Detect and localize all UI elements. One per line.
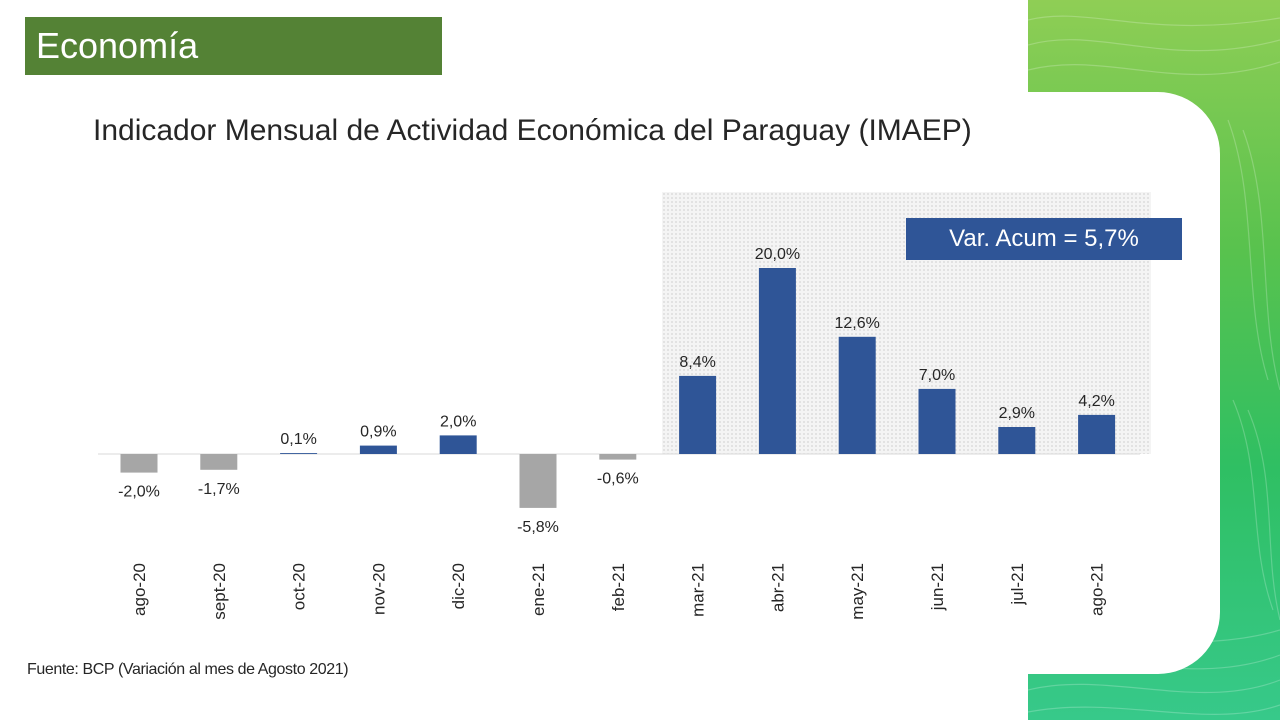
cumulative-variation-label: Var. Acum = 5,7% <box>949 225 1139 252</box>
data-label-nov-20: 0,9% <box>360 424 396 441</box>
data-label-ene-21: -5,8% <box>517 519 559 536</box>
x-tick-label-ene-21: ene-21 <box>529 563 548 616</box>
data-label-feb-21: -0,6% <box>597 471 639 488</box>
bar-nov-20 <box>359 445 397 454</box>
bar-feb-21 <box>599 454 637 460</box>
bar-ago-20 <box>120 454 158 473</box>
x-tick-label-feb-21: feb-21 <box>609 563 628 611</box>
data-label-ago-20: -2,0% <box>118 484 160 501</box>
bar-jul-21 <box>998 427 1036 454</box>
x-tick-label-oct-20: oct-20 <box>290 563 309 610</box>
x-tick-label-may-21: may-21 <box>848 563 867 620</box>
bar-jun-21 <box>918 388 956 454</box>
bar-may-21 <box>838 336 876 454</box>
x-tick-label-nov-20: nov-20 <box>369 563 388 615</box>
data-label-may-21: 12,6% <box>835 315 880 332</box>
data-label-mar-21: 8,4% <box>679 354 715 371</box>
bar-sept-20 <box>200 454 238 470</box>
x-tick-label-ago-20: ago-20 <box>130 563 149 616</box>
x-tick-label-ago-21: ago-21 <box>1088 563 1107 616</box>
bar-ene-21 <box>519 454 557 508</box>
x-tick-label-mar-21: mar-21 <box>689 563 708 617</box>
section-label: Economía <box>36 25 199 66</box>
data-label-sept-20: -1,7% <box>198 481 240 498</box>
source-note: Fuente: BCP (Variación al mes de Agosto … <box>27 661 349 678</box>
cumulative-variation-badge: Var. Acum = 5,7% <box>906 218 1182 260</box>
bar-ago-21 <box>1078 414 1116 454</box>
bar-mar-21 <box>679 375 717 454</box>
x-tick-label-abr-21: abr-21 <box>768 563 787 612</box>
data-label-dic-20: 2,0% <box>440 413 476 430</box>
x-tick-label-sept-20: sept-20 <box>210 563 229 620</box>
x-tick-label-jun-21: jun-21 <box>928 563 947 611</box>
bar-dic-20 <box>439 435 477 454</box>
data-label-oct-20: 0,1% <box>280 431 316 448</box>
data-label-abr-21: 20,0% <box>755 246 800 263</box>
x-tick-label-jul-21: jul-21 <box>1008 563 1027 606</box>
bar-abr-21 <box>758 268 796 454</box>
data-label-jul-21: 2,9% <box>999 405 1035 422</box>
data-label-ago-21: 4,2% <box>1078 393 1114 410</box>
section-tag: Economía <box>25 17 442 75</box>
bar-oct-20 <box>280 453 318 454</box>
data-label-jun-21: 7,0% <box>919 367 955 384</box>
page-title: Indicador Mensual de Actividad Económica… <box>93 114 972 147</box>
x-tick-label-dic-20: dic-20 <box>449 563 468 609</box>
